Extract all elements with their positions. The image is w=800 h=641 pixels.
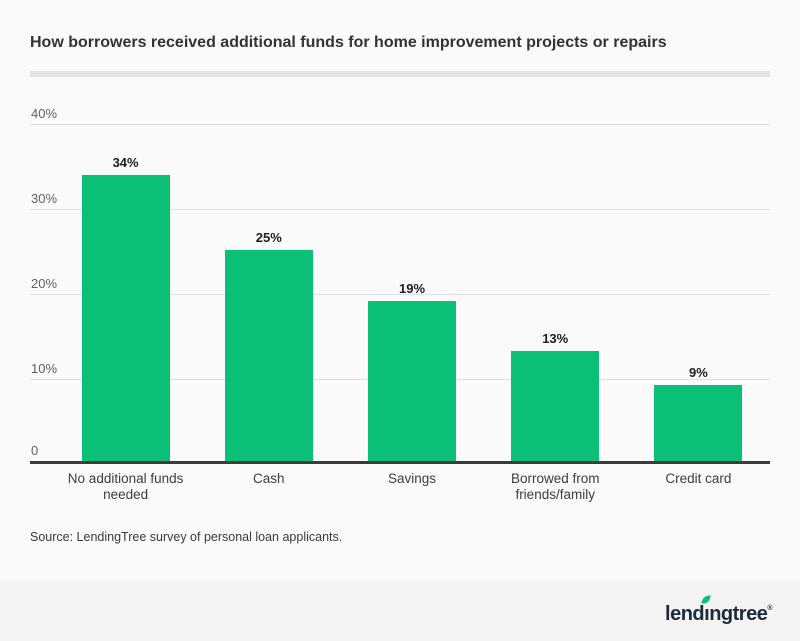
logo-text-after-leaf: ngtree [709, 603, 768, 625]
y-tick-label: 30% [31, 191, 58, 206]
bar-value-label: 9% [689, 365, 708, 381]
logo-text-before-leaf: lend [665, 603, 705, 625]
category-label: Cash [253, 471, 285, 486]
bar-value-label: 19% [398, 280, 426, 296]
x-axis-line [30, 461, 770, 464]
bar-borrowed-friends-family: 13% [511, 331, 600, 461]
bar-slot: 25% [197, 124, 340, 461]
bar-credit-card: 9% [654, 365, 743, 461]
source-note: Source: LendingTree survey of personal l… [30, 530, 343, 544]
y-tick-label-zero: 0 [31, 443, 39, 458]
bar-slot: 19% [340, 124, 483, 461]
bar-no-additional-funds: 34% [81, 155, 170, 461]
y-tick-label: 40% [31, 106, 58, 121]
bar-value-label: 34% [112, 154, 139, 170]
category-label: No additional funds needed [67, 471, 184, 502]
title-divider [30, 71, 770, 77]
bar-slot: 13% [484, 124, 627, 461]
gridline-30: 30% [30, 191, 770, 210]
bar-value-label: 25% [255, 230, 282, 246]
gridline-40: 40% [30, 106, 770, 125]
bar-savings: 19% [368, 281, 456, 461]
footer: lendıngtree® [0, 581, 800, 641]
registered-mark: ® [767, 605, 772, 612]
leaf-icon [701, 595, 711, 604]
bar-value-label: 13% [542, 331, 569, 347]
logo-dotless-i: ı [704, 603, 710, 625]
bar-chart-plot: 40% 30% 20% 10% 0 34% 25% [30, 106, 770, 464]
category-labels: No additional funds needed Cash Savings … [54, 471, 770, 503]
lendingtree-logo: lendıngtree® [665, 595, 772, 625]
category-label: Credit card [665, 471, 732, 486]
y-tick-label: 10% [31, 361, 58, 376]
bar-slot: 9% [627, 124, 770, 461]
bar-slot: 34% [54, 124, 197, 461]
gridline-20: 20% [30, 276, 770, 295]
category-label: Savings [387, 471, 437, 486]
category-label: Borrowed from friends/family [510, 471, 600, 502]
chart-title: How borrowers received additional funds … [30, 34, 667, 51]
bars-container: 34% 25% 19% 13% 9% [54, 124, 770, 461]
bar-cash: 25% [224, 230, 313, 461]
y-tick-label: 20% [31, 276, 58, 291]
